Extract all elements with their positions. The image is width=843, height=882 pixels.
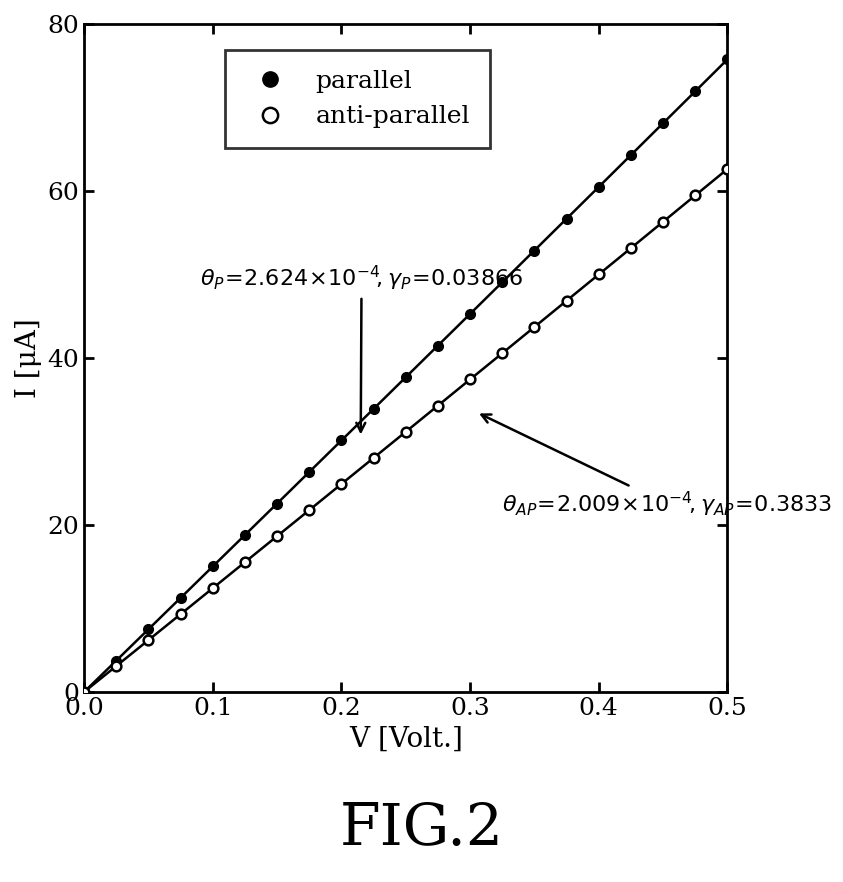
Text: FIG.2: FIG.2: [340, 801, 503, 857]
Text: $\theta_P\!=\!2.624\!\times\!10^{-4}\!,\gamma_P\!=\!0.03866$: $\theta_P\!=\!2.624\!\times\!10^{-4}\!,\…: [200, 264, 523, 431]
Legend: parallel, anti-parallel: parallel, anti-parallel: [225, 50, 490, 148]
Y-axis label: I [μA]: I [μA]: [15, 318, 42, 398]
X-axis label: V [Volt.]: V [Volt.]: [349, 725, 463, 752]
Text: $\theta_{AP}\!=\!2.009\!\times\!10^{-4}\!,\gamma_{AP}\!=\!0.3833$: $\theta_{AP}\!=\!2.009\!\times\!10^{-4}\…: [481, 415, 832, 519]
